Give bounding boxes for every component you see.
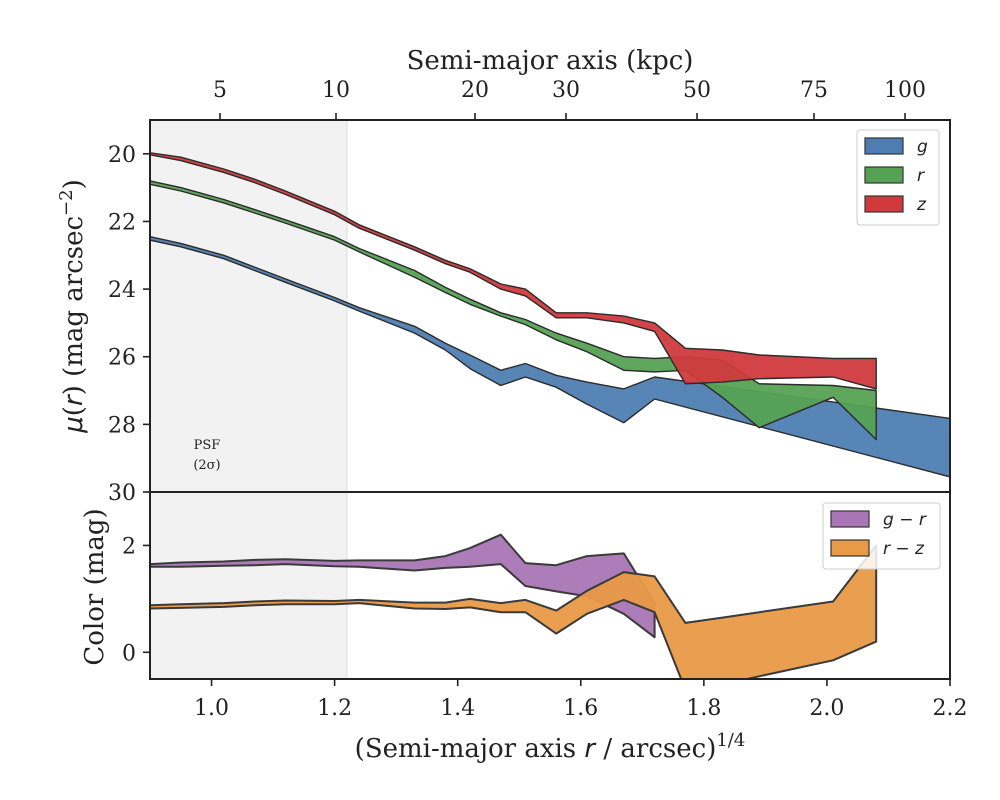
bottom-ytick-label: 2 <box>122 534 136 559</box>
top-ytick-label: 26 <box>108 346 136 371</box>
psf-shade <box>150 120 347 679</box>
top-legend: grz <box>856 129 940 226</box>
legend-swatch-r <box>864 166 904 184</box>
legend-swatch-r_minus_z <box>830 539 870 557</box>
bottom-legend: g − r r − z <box>822 502 941 570</box>
legend-label-g: g <box>917 137 928 157</box>
legend-label-r: r <box>917 166 925 186</box>
legend-swatch-g <box>864 137 904 155</box>
axis-ticks: 20 22 24 26 28 30 5 10 20 30 50 75 100 0 2 1.0 1.2 1.4 1.6… <box>108 78 968 721</box>
legend-label-r_minus_z: r − z <box>883 539 925 559</box>
legend-swatch-g_minus_r <box>830 510 870 528</box>
psf-label-line2: (2σ) <box>193 458 220 473</box>
top-xtick-label: 20 <box>461 78 489 103</box>
psf-region <box>150 120 348 679</box>
bottom-xtick-label: 2.0 <box>809 696 844 721</box>
bottom-ytick-label: 0 <box>122 641 136 666</box>
top-ytick-label: 24 <box>108 278 136 303</box>
band-g_minus_r <box>150 533 656 639</box>
bottom-xtick-label: 1.2 <box>317 696 352 721</box>
bottom-xtick-label: 1.0 <box>194 696 229 721</box>
surface-brightness-bands <box>150 152 950 478</box>
top-panel-ylabel: μ(r) (mag arcsec−2) <box>56 179 89 434</box>
top-xtick-label: 50 <box>683 78 711 103</box>
top-xtick-label: 75 <box>800 78 828 103</box>
bottom-panel-frame <box>149 491 951 680</box>
bottom-axis-title: (Semi-major axis r / arcsec)1/4 <box>355 730 746 764</box>
psf-label-line1: PSF <box>194 438 221 453</box>
legend-swatch-z <box>864 195 904 213</box>
top-ytick-label: 22 <box>108 210 136 235</box>
band-r_minus_z <box>150 544 878 679</box>
legend-label-z: z <box>916 195 927 215</box>
bottom-panel-ylabel: Color (mag) <box>80 508 110 665</box>
bottom-xtick-label: 1.4 <box>440 696 475 721</box>
top-axis-title: Semi-major axis (kpc) <box>407 46 694 76</box>
bottom-xtick-label: 1.8 <box>686 696 721 721</box>
color-bands <box>150 533 878 679</box>
legend-label-g_minus_r: g − r <box>883 510 927 530</box>
bottom-xtick-label: 2.2 <box>933 696 968 721</box>
top-xtick-label: 10 <box>322 78 350 103</box>
top-xtick-label: 30 <box>552 78 580 103</box>
bottom-xtick-label: 1.6 <box>563 696 598 721</box>
band-z <box>150 152 877 390</box>
top-ytick-label: 28 <box>108 413 136 438</box>
top-xtick-label: 5 <box>213 78 227 103</box>
top-ytick-label: 30 <box>108 481 136 506</box>
top-ytick-label: 20 <box>108 143 136 168</box>
top-xtick-label: 100 <box>884 78 926 103</box>
